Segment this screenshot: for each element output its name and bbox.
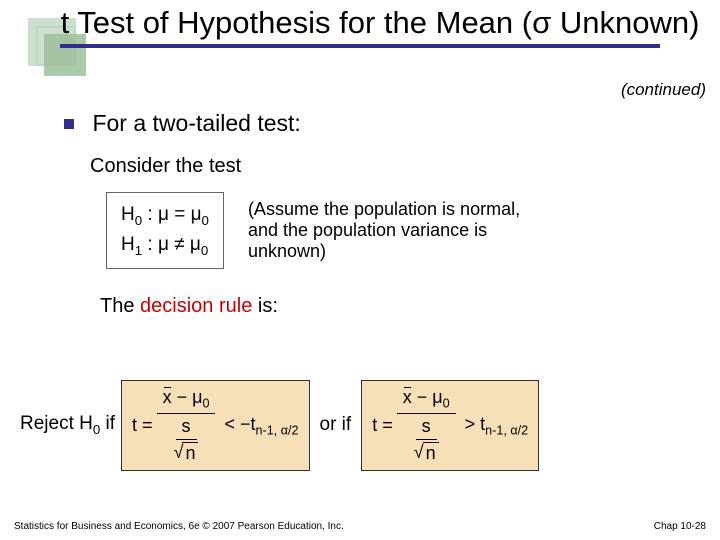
t-frac-num-1: x − μ0 — [157, 387, 216, 414]
s-over-rootn-1: s √n — [174, 416, 199, 464]
lt-sym: < −t — [224, 414, 255, 434]
slide-title-block: t Test of Hypothesis for the Mean (σ Unk… — [60, 6, 700, 48]
h0-sym: H — [121, 204, 135, 225]
crit-sub-1: n-1, α/2 — [256, 423, 299, 437]
decision-rule-line: The decision rule is: — [100, 295, 684, 318]
rootn-2: √n — [414, 440, 439, 464]
decision-rule-formula: Reject H0 if t = x − μ0 s √n < −tn-1, α/… — [20, 380, 700, 471]
mu0-1: 0 — [202, 397, 209, 411]
formula-box-left: t = x − μ0 s √n < −tn-1, α/2 — [121, 380, 309, 471]
n-2: n — [423, 442, 439, 464]
n-1: n — [182, 442, 198, 464]
assumption-text: (Assume the population is normal, and th… — [248, 199, 548, 262]
t-fraction-1: x − μ0 s √n — [157, 387, 216, 464]
consider-text: Consider the test — [90, 155, 684, 178]
mu0-2: 0 — [443, 397, 450, 411]
t-eq-2: t = — [372, 415, 393, 436]
slide-footer: Statistics for Business and Economics, 6… — [14, 521, 706, 532]
minus-1: − μ — [172, 387, 203, 407]
s-over-rootn-2: s √n — [414, 416, 439, 464]
h1-sub2: 0 — [201, 243, 208, 258]
reject-label: Reject H0 if — [20, 413, 115, 437]
footer-right: Chap 10-28 — [654, 521, 706, 532]
reject-pre: Reject H — [20, 413, 93, 434]
h0-sub2: 0 — [202, 213, 209, 228]
reject-post: if — [100, 413, 115, 434]
xbar-1: x — [163, 387, 172, 408]
t-frac-den-2: s √n — [410, 414, 443, 464]
h0-body: : μ = μ — [142, 204, 201, 225]
xbar-2: x — [403, 387, 412, 408]
bullet-text: For a two-tailed test: — [92, 110, 300, 136]
decision-red: decision rule — [140, 295, 252, 317]
rootn-1: √n — [174, 440, 199, 464]
bullet-row: For a two-tailed test: — [64, 110, 684, 137]
decision-post: is: — [252, 295, 278, 317]
minus-2: − μ — [412, 387, 443, 407]
title-underline — [60, 44, 660, 48]
alt-hypothesis: H1 : μ ≠ μ0 — [121, 231, 209, 261]
square-bullet-icon — [64, 119, 74, 129]
t-frac-den-1: s √n — [170, 414, 203, 464]
decision-pre: The — [100, 295, 140, 317]
hypothesis-row: H0 : μ = μ0 H1 : μ ≠ μ0 (Assume the popu… — [106, 192, 684, 269]
body-area: For a two-tailed test: Consider the test… — [64, 110, 684, 318]
s-1: s — [176, 416, 197, 440]
null-hypothesis: H0 : μ = μ0 — [121, 201, 209, 231]
lt-crit-1: < −tn-1, α/2 — [219, 414, 298, 438]
h1-sym: H — [121, 234, 135, 255]
continued-label: (continued) — [621, 80, 706, 100]
hypothesis-box: H0 : μ = μ0 H1 : μ ≠ μ0 — [106, 192, 224, 269]
gt-crit-2: > tn-1, α/2 — [460, 414, 529, 438]
crit-sub-2: n-1, α/2 — [485, 423, 528, 437]
t-eq-1: t = — [132, 415, 153, 436]
t-frac-num-2: x − μ0 — [397, 387, 456, 414]
t-fraction-2: x − μ0 s √n — [397, 387, 456, 464]
h1-body: : μ ≠ μ — [142, 234, 201, 255]
footer-left: Statistics for Business and Economics, 6… — [14, 521, 344, 532]
or-if-label: or if — [320, 414, 352, 436]
formula-box-right: t = x − μ0 s √n > tn-1, α/2 — [361, 380, 539, 471]
gt-sym: > t — [465, 414, 486, 434]
s-2: s — [416, 416, 437, 440]
slide-title: t Test of Hypothesis for the Mean (σ Unk… — [60, 6, 700, 40]
